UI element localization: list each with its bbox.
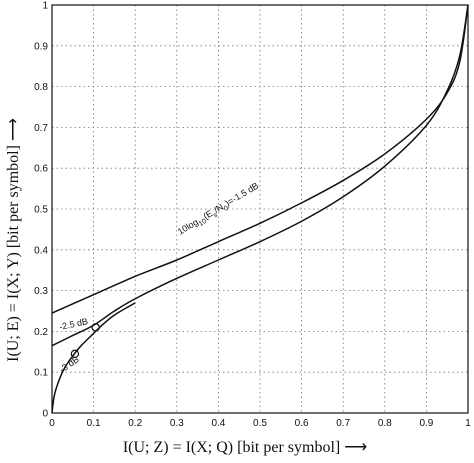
x-tick-label: 0.8 (378, 418, 392, 429)
series-line-1 (51, 4, 469, 314)
grid-lines (52, 5, 468, 413)
x-tick-label: 0.9 (419, 418, 433, 429)
intersection-marker-1 (91, 323, 100, 332)
x-tick-label: 0.3 (170, 418, 184, 429)
y-tick-label: 0.3 (34, 286, 48, 297)
x-tick-label: 0.1 (87, 418, 101, 429)
y-tick-label: 0.9 (34, 41, 48, 52)
series-line-3 (51, 302, 136, 414)
intersection-marker-2 (70, 349, 80, 359)
annotation-label-1-5db: 10log10(Es/N0)=-1.5 dB (176, 180, 262, 239)
x-tick-label: 0 (49, 418, 55, 429)
y-tick-label: 0.4 (34, 245, 48, 256)
x-tick-label: 0.2 (128, 418, 142, 429)
x-tick-label: 0.5 (253, 418, 267, 429)
y-tick-label: 0.6 (34, 164, 48, 175)
y-axis-label: I(U; E) = I(X; Y) [bit per symbol] ⟶ (5, 118, 22, 362)
y-tick-label: 0.2 (34, 327, 48, 338)
x-axis-label: I(U; Z) = I(X; Q) [bit per symbol] ⟶ (123, 439, 367, 456)
tick-labels: 0 0.1 0.2 0.3 0.4 0.5 0.6 0.7 0.8 0.9 1 0 0.1 0.2 0.3 0… (34, 1, 471, 430)
x-tick-label: 0.6 (295, 418, 309, 429)
y-tick-label: 0.5 (34, 205, 48, 216)
y-tick-label: 1 (42, 1, 48, 12)
series-line-2 (51, 4, 469, 347)
x-tick-label: 1 (465, 418, 471, 429)
y-tick-label: 0.8 (34, 82, 48, 93)
x-tick-label: 0.4 (211, 418, 225, 429)
plot-frame (51, 4, 469, 414)
series-markers (70, 323, 100, 359)
y-tick-label: 0 (42, 409, 48, 420)
y-tick-label: 0.1 (34, 368, 48, 379)
y-tick-label: 0.7 (34, 123, 48, 134)
x-tick-label: 0.7 (336, 418, 350, 429)
